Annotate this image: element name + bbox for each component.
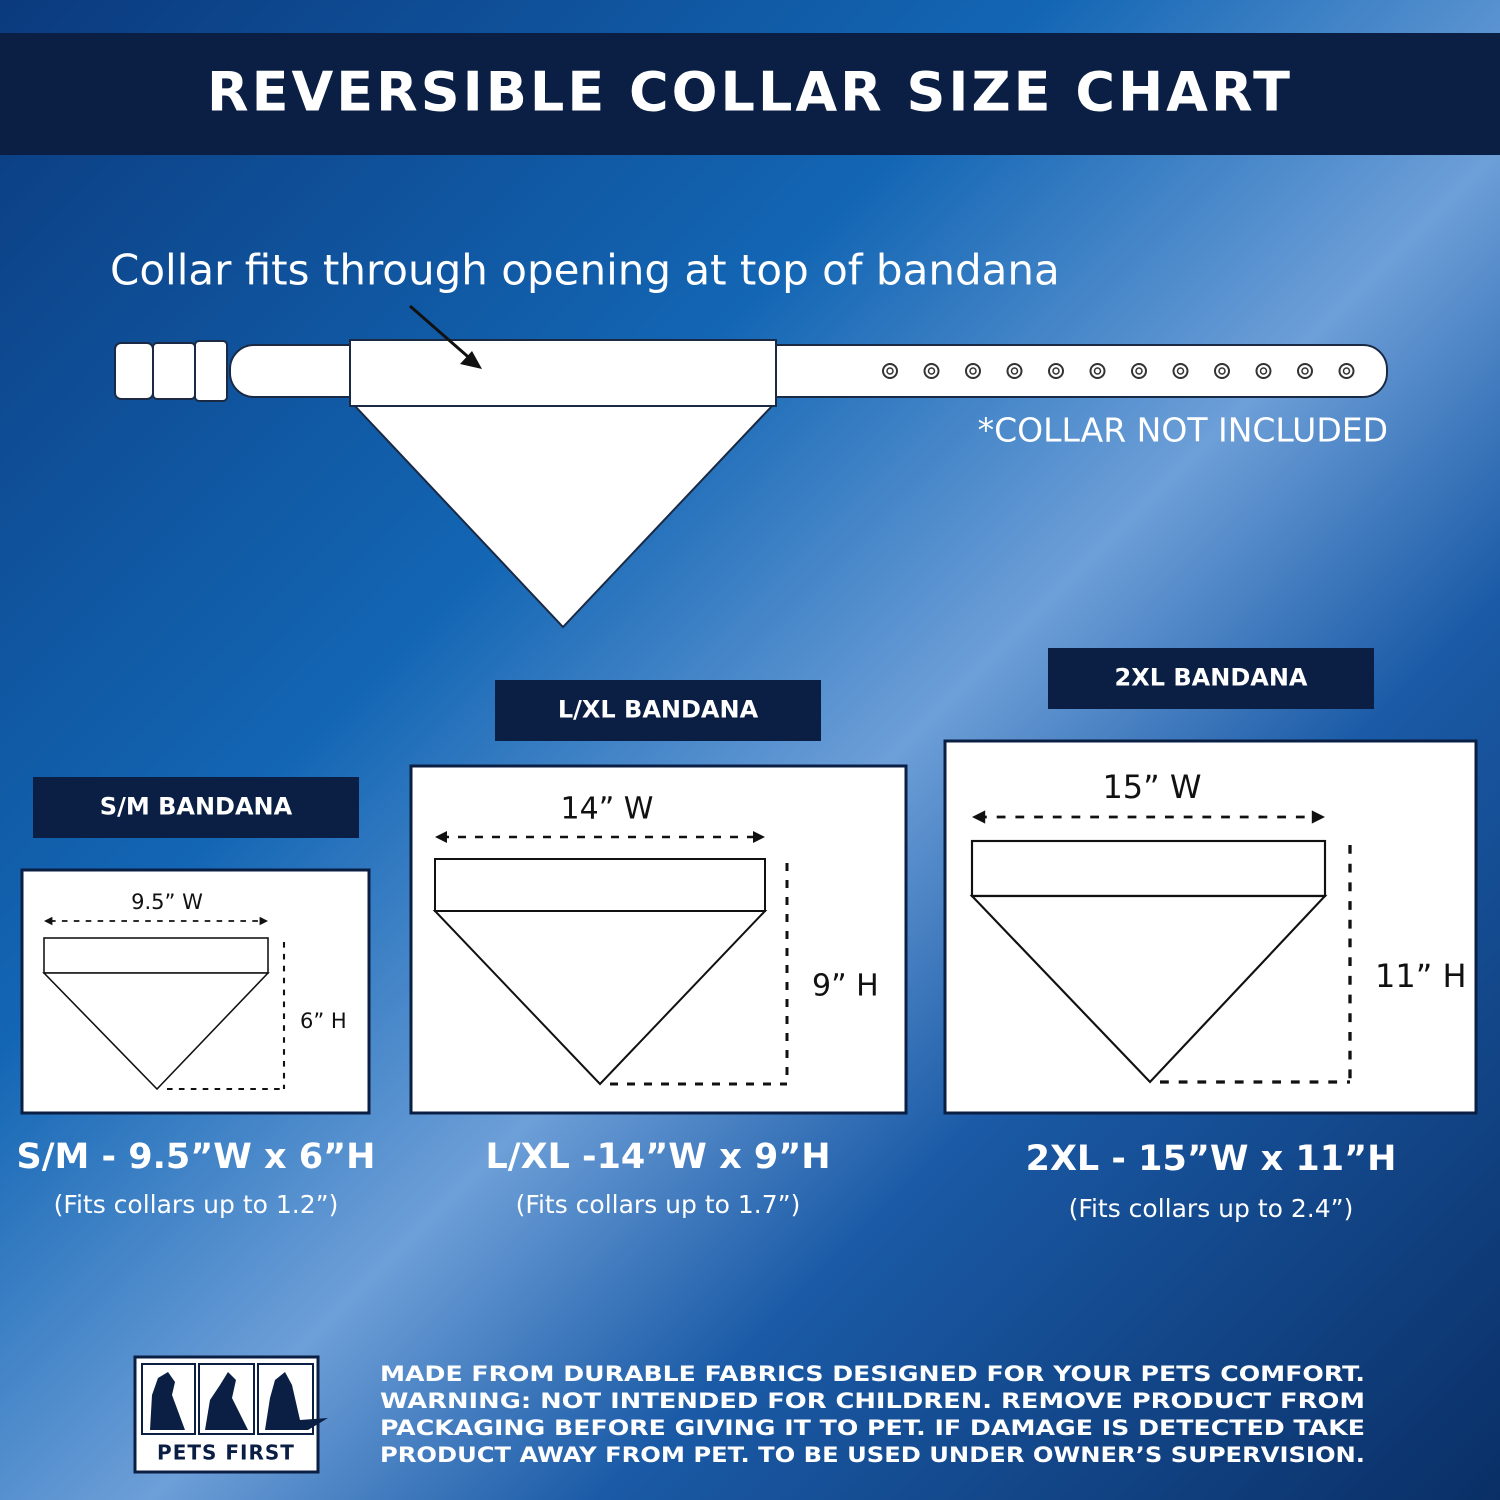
title-bar	[0, 33, 1500, 155]
hole	[923, 363, 940, 379]
collar-note: *COLLAR NOT INCLUDED	[978, 411, 1388, 450]
collar	[114, 339, 1388, 629]
bandana-triangle	[352, 405, 775, 629]
hole	[1052, 367, 1060, 375]
width-label: 14” W	[561, 792, 654, 827]
hole	[1255, 363, 1272, 379]
arrow-head	[44, 916, 53, 926]
logo-frame	[198, 1363, 255, 1435]
arrow-head	[259, 916, 268, 926]
bandana-top	[349, 339, 777, 407]
hole	[1176, 367, 1185, 375]
buckle	[114, 342, 154, 400]
hole	[1214, 363, 1230, 379]
dog-silhouette	[150, 1372, 185, 1430]
hole	[1048, 363, 1064, 379]
bandana-top	[970, 839, 1327, 898]
size-fit: (Fits collars up to 1.2”)	[54, 1190, 339, 1219]
hole	[1089, 363, 1106, 379]
size-label-box	[33, 777, 359, 838]
height-label: 11” H	[1375, 957, 1467, 995]
title: REVERSIBLE COLLAR SIZE CHART	[207, 61, 1293, 124]
size-panels: S/M BANDANA 9.5” W 6” H S/M - 9.5”W x 6”H (F…	[17, 648, 1478, 1223]
size-label: L/XL BANDANA	[558, 696, 759, 724]
size-label: 2XL BANDANA	[1115, 664, 1308, 692]
size-dimensions: 2XL - 15”W x 11”H	[1026, 1139, 1397, 1179]
caption: Collar fits through opening at top of ba…	[110, 246, 1060, 295]
size-dimensions: S/M - 9.5”W x 6”H	[17, 1137, 376, 1177]
size-label-box	[1048, 648, 1374, 709]
hole	[882, 363, 898, 379]
height-label: 6” H	[300, 1009, 347, 1033]
size-dimensions: L/XL -14”W x 9”H	[486, 1137, 831, 1177]
bandana-triangle	[969, 894, 1328, 1084]
size-label-box	[495, 680, 821, 741]
hole	[969, 367, 977, 375]
hole	[1131, 363, 1147, 379]
footer-line: MADE FROM DURABLE FABRICS DESIGNED FOR Y…	[380, 1362, 1365, 1386]
dog-silhouette	[265, 1372, 328, 1430]
hole	[1093, 367, 1102, 375]
logo-frame	[257, 1363, 314, 1435]
hole	[1259, 367, 1268, 375]
hole	[1297, 363, 1313, 379]
hole	[1135, 367, 1143, 375]
bandana-top	[434, 858, 766, 912]
width-label: 15” W	[1102, 768, 1201, 806]
arrow-head	[460, 351, 482, 369]
hole	[1338, 363, 1355, 379]
bandana-top	[43, 937, 269, 974]
logo-frame	[141, 1363, 196, 1435]
footer-line: PACKAGING BEFORE GIVING IT TO PET. IF DA…	[380, 1416, 1365, 1440]
arrow-head	[435, 831, 447, 843]
width-label: 9.5” W	[131, 890, 203, 914]
size-label: S/M BANDANA	[100, 793, 293, 821]
hole	[927, 367, 936, 375]
bandana-triangle	[42, 972, 270, 1091]
size-fit: (Fits collars up to 1.7”)	[516, 1190, 801, 1219]
arrow-head	[1311, 810, 1325, 824]
dog-silhouette	[205, 1372, 248, 1430]
arrow	[409, 304, 475, 364]
size-fit: (Fits collars up to 2.4”)	[1069, 1194, 1354, 1223]
hole	[1172, 363, 1189, 379]
height-label: 9” H	[812, 969, 879, 1004]
footer: MADE FROM DURABLE FABRICS DESIGNED FOR Y…	[380, 1362, 1365, 1467]
footer-line: PRODUCT AWAY FROM PET. TO BE USED UNDER …	[380, 1443, 1365, 1467]
arrow-head	[753, 831, 765, 843]
hole	[1301, 367, 1309, 375]
arrow-head	[972, 810, 986, 824]
hole	[965, 363, 981, 379]
buckle-plate	[152, 342, 196, 400]
logo-dogs	[141, 1363, 328, 1435]
hole	[1218, 367, 1226, 375]
collar-holes	[882, 363, 1355, 379]
bandana-triangle	[432, 910, 768, 1086]
keeper	[194, 340, 228, 402]
hole	[1342, 367, 1351, 375]
hole	[1010, 367, 1019, 375]
hole	[886, 367, 894, 375]
hole	[1006, 363, 1023, 379]
footer-line: WARNING: NOT INTENDED FOR CHILDREN. REMO…	[380, 1389, 1365, 1413]
logo-text: PETS FIRST	[157, 1441, 295, 1465]
